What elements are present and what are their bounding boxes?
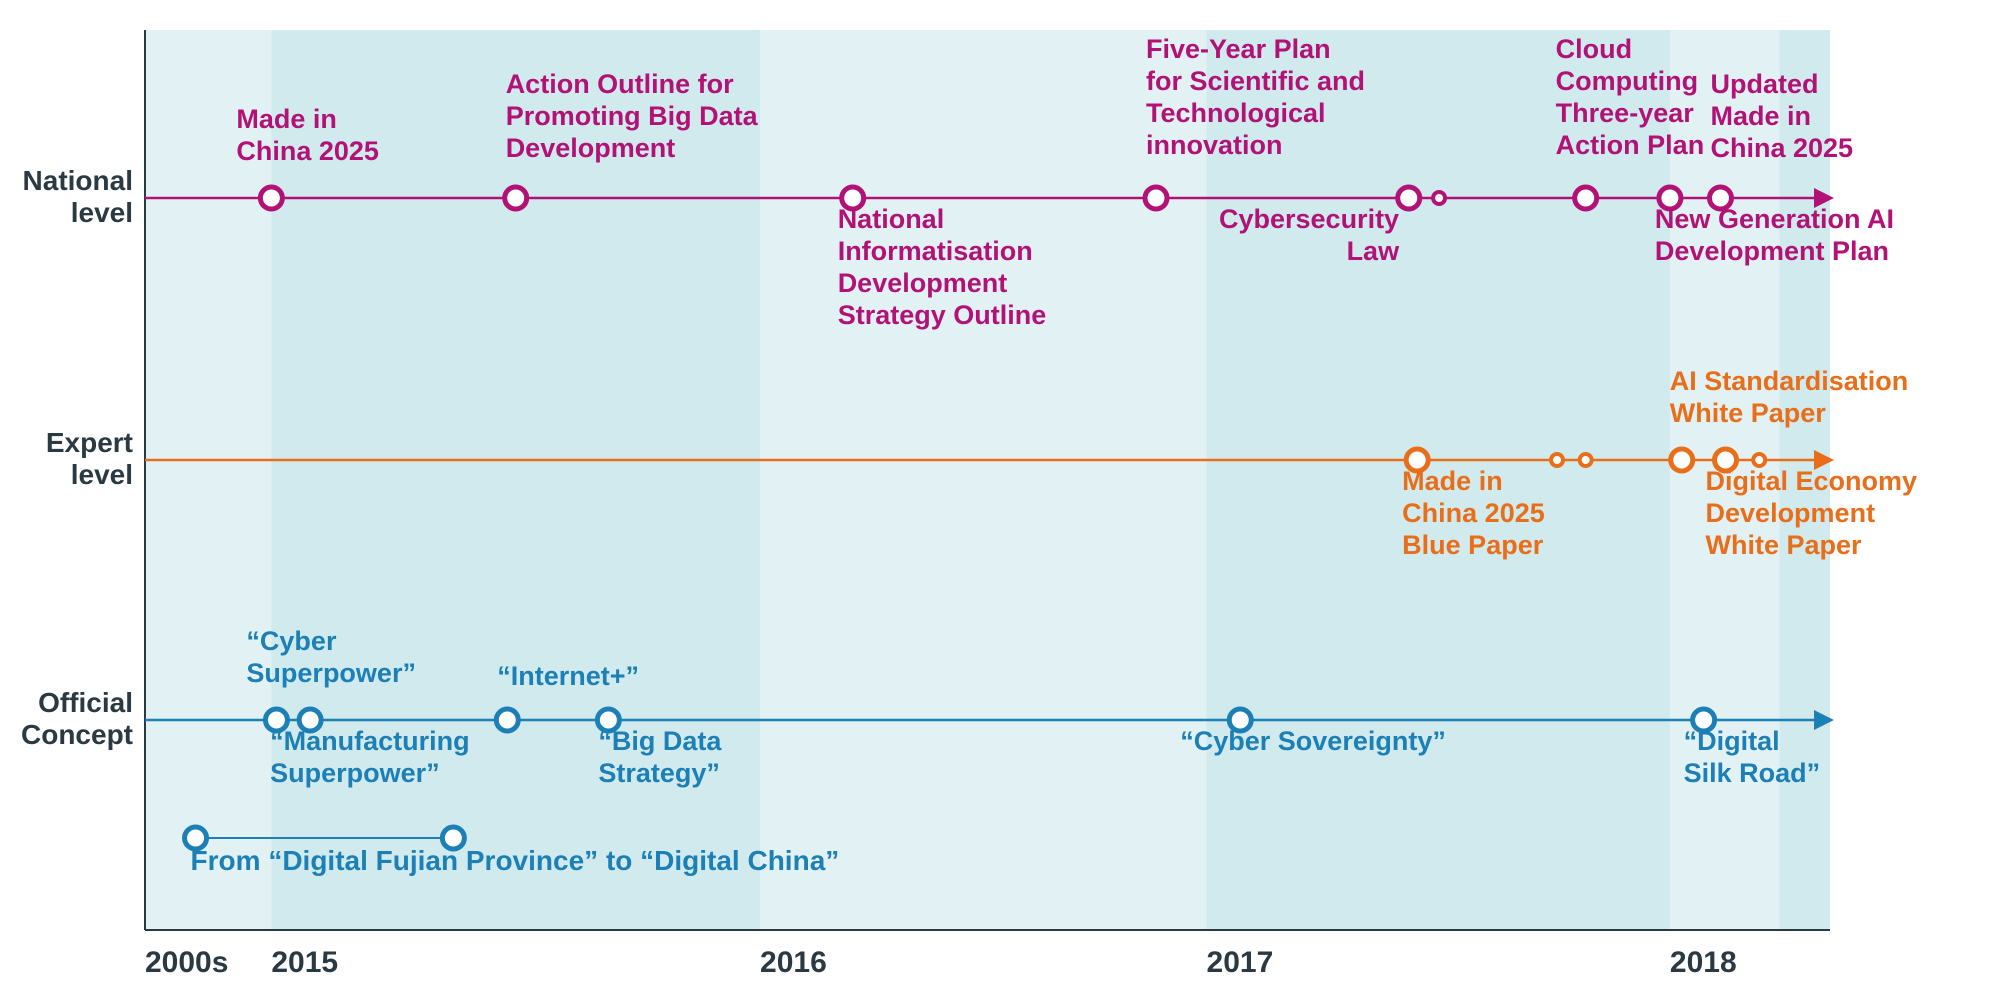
event-marker: [260, 187, 282, 209]
event-marker: [505, 187, 527, 209]
event-marker: [1753, 454, 1765, 466]
event-marker: [1433, 192, 1445, 204]
xaxis-label: 2016: [760, 946, 827, 979]
event-label: Digital EconomyDevelopmentWhite Paper: [1706, 466, 1918, 560]
event-marker: [1551, 454, 1563, 466]
event-marker: [1709, 187, 1731, 209]
track-label-national: Nationallevel: [23, 165, 133, 228]
track-label-concept: OfficialConcept: [21, 687, 133, 750]
year-band: [760, 30, 1207, 930]
xaxis-label: 2000s: [145, 946, 228, 979]
event-label: “Cyber Sovereignty”: [1180, 726, 1446, 756]
xaxis-label: 2015: [271, 946, 338, 979]
timeline-chart: 2000s2015201620172018NationallevelMade i…: [0, 0, 2000, 984]
sub-segment-label: From “Digital Fujian Province” to “Digit…: [191, 845, 840, 876]
timeline-svg: 2000s2015201620172018NationallevelMade i…: [0, 0, 2000, 984]
event-marker: [496, 709, 518, 731]
event-label: UpdatedMade inChina 2025: [1710, 69, 1853, 163]
event-marker: [1145, 187, 1167, 209]
xaxis-label: 2018: [1670, 946, 1737, 979]
xaxis-label: 2017: [1207, 946, 1274, 979]
event-marker: [1575, 187, 1597, 209]
event-marker: [1580, 454, 1592, 466]
track-label-expert: Expertlevel: [46, 427, 133, 490]
event-label: “Internet+”: [497, 661, 639, 691]
event-marker: [1671, 449, 1693, 471]
event-marker: [1398, 187, 1420, 209]
